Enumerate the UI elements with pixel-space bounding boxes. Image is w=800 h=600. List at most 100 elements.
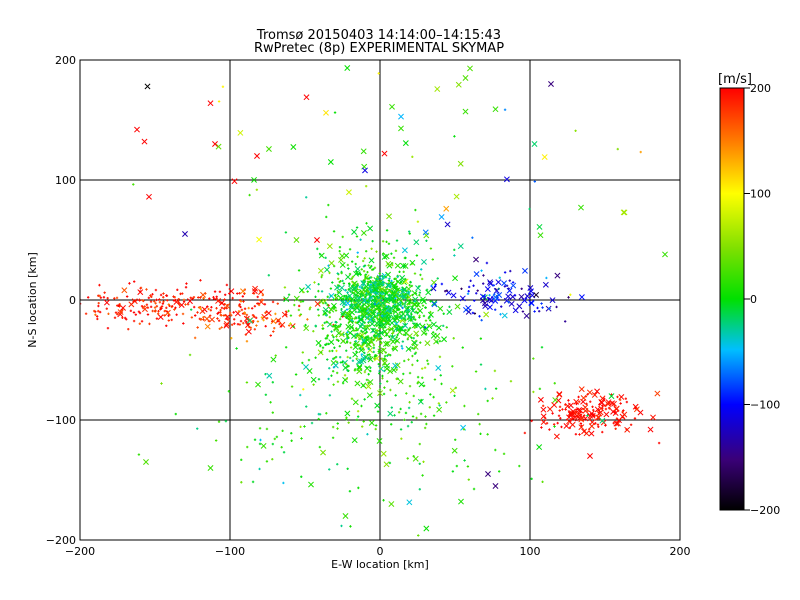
data-point xyxy=(573,398,580,405)
data-point xyxy=(329,287,333,290)
data-point xyxy=(362,283,365,287)
data-point xyxy=(373,320,380,327)
data-point xyxy=(376,314,379,317)
data-point xyxy=(265,427,269,431)
data-point xyxy=(386,354,389,357)
data-point xyxy=(132,319,136,323)
data-point xyxy=(594,422,597,425)
data-point xyxy=(417,534,420,537)
data-point xyxy=(567,402,574,409)
data-point xyxy=(282,451,286,454)
data-point xyxy=(335,371,339,375)
data-point xyxy=(207,465,214,471)
data-point xyxy=(408,283,411,287)
data-point xyxy=(370,264,373,268)
data-point xyxy=(182,231,188,237)
data-point xyxy=(324,314,328,317)
data-point xyxy=(301,361,304,365)
data-point xyxy=(411,155,414,159)
data-point xyxy=(98,310,102,314)
data-point xyxy=(593,414,596,418)
data-point xyxy=(401,303,404,306)
data-point xyxy=(261,313,268,320)
data-point xyxy=(657,441,661,445)
data-point xyxy=(375,304,382,311)
data-point xyxy=(264,393,268,396)
data-point xyxy=(647,426,654,433)
data-point xyxy=(269,401,272,404)
data-point xyxy=(374,290,377,294)
data-point xyxy=(184,303,187,306)
data-point xyxy=(127,327,130,331)
data-point xyxy=(184,286,188,289)
data-point xyxy=(453,193,460,200)
data-point xyxy=(420,398,423,402)
data-point xyxy=(430,321,437,328)
data-point xyxy=(401,294,408,301)
data-point xyxy=(382,292,385,295)
data-point xyxy=(317,378,321,381)
data-point xyxy=(385,271,392,278)
data-point xyxy=(138,311,142,315)
data-point xyxy=(414,318,417,321)
data-point xyxy=(328,367,331,370)
data-point xyxy=(373,315,377,319)
data-point xyxy=(355,270,358,273)
data-point xyxy=(421,376,424,379)
data-point xyxy=(532,390,535,394)
data-point xyxy=(236,322,240,326)
data-point xyxy=(317,289,320,293)
data-point xyxy=(382,277,385,280)
data-point xyxy=(149,294,152,297)
data-point xyxy=(306,290,309,293)
data-point xyxy=(240,481,243,484)
data-point xyxy=(359,310,366,317)
data-point xyxy=(419,412,423,416)
data-point xyxy=(372,283,375,287)
data-point xyxy=(182,300,186,303)
data-point xyxy=(372,268,375,271)
data-point xyxy=(316,247,319,251)
data-point xyxy=(317,283,320,286)
data-point xyxy=(308,481,314,488)
data-point xyxy=(338,257,344,263)
data-point xyxy=(458,498,464,505)
data-point xyxy=(385,229,389,232)
data-point xyxy=(317,417,320,421)
data-point xyxy=(367,379,374,385)
data-point xyxy=(151,309,154,313)
data-point xyxy=(319,351,323,354)
data-point xyxy=(380,347,387,354)
data-point xyxy=(344,311,351,318)
data-point xyxy=(360,268,363,271)
data-point xyxy=(388,461,392,465)
data-point xyxy=(365,383,372,390)
data-point xyxy=(333,111,337,114)
data-point xyxy=(381,150,388,157)
data-point xyxy=(568,412,572,416)
data-point xyxy=(330,374,333,377)
data-point xyxy=(366,282,369,286)
data-point xyxy=(325,412,328,415)
data-point xyxy=(266,372,273,379)
data-point xyxy=(408,326,412,330)
data-point xyxy=(370,302,373,306)
data-point xyxy=(246,317,253,324)
colorbar-tick-label: 200 xyxy=(750,82,771,95)
data-point xyxy=(171,305,174,308)
data-point xyxy=(402,263,409,270)
data-point xyxy=(258,427,262,430)
y-tick-label: 0 xyxy=(69,294,76,307)
data-point xyxy=(441,336,448,343)
data-point xyxy=(654,390,661,397)
data-point xyxy=(217,100,221,103)
data-point xyxy=(271,300,275,304)
data-point xyxy=(305,283,312,290)
data-point xyxy=(339,299,346,306)
data-point xyxy=(363,257,366,260)
data-point xyxy=(530,477,533,481)
data-point xyxy=(381,280,385,284)
data-point xyxy=(314,300,321,307)
data-point xyxy=(117,311,124,318)
